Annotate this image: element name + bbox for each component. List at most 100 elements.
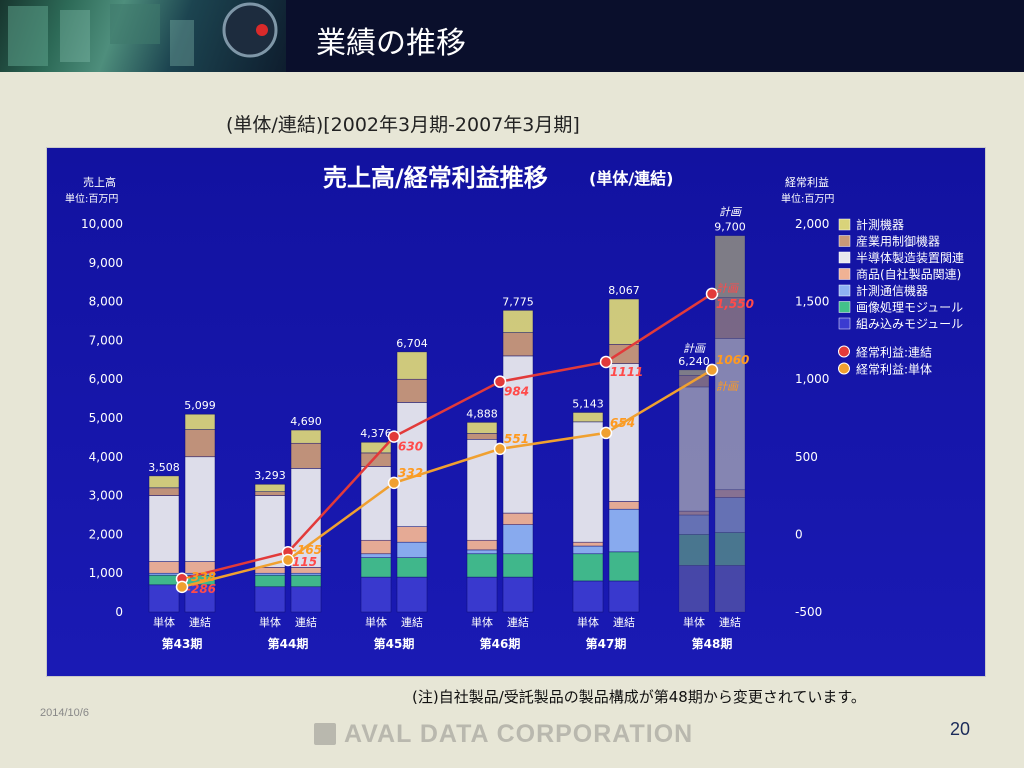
- bar-segment: [184, 584, 216, 613]
- profit-point: [175, 580, 189, 594]
- bar-segment: [148, 475, 180, 489]
- bar-total-label: 4,888: [466, 407, 498, 420]
- left-tick-label: 0: [115, 605, 123, 619]
- bar-segment: [396, 351, 428, 380]
- bar-segment: [572, 412, 604, 423]
- chart-frame: 売上高/経常利益推移 (単体/連結) 売上高 単位:百万円 経常利益 単位:百万…: [46, 147, 986, 677]
- chart-subtitle: (単体/連結)[2002年3月期-2007年3月期]: [226, 114, 580, 136]
- profit-value-label: 984: [504, 385, 529, 399]
- bar-segment: [148, 487, 180, 496]
- period-label: 第46期: [480, 636, 521, 651]
- header-photo-graphic: [8, 2, 278, 66]
- chart-title: 売上高/経常利益推移: [323, 164, 548, 192]
- legend-swatch: [838, 268, 851, 280]
- profit-value-label: 654: [610, 416, 635, 430]
- sub-category-label: 単体: [471, 615, 493, 629]
- bar-total-label: 8,067: [608, 284, 640, 297]
- left-tick-label: 6,000: [89, 372, 123, 386]
- bar-segment: [572, 580, 604, 613]
- left-tick-label: 10,000: [81, 217, 123, 231]
- bar-segment: [502, 553, 534, 578]
- bar-segment: [714, 297, 746, 339]
- plan-bar-overlay: [679, 369, 709, 612]
- bar-segment: [572, 553, 604, 582]
- profit-value-label: 551: [504, 432, 529, 446]
- bar-segment: [184, 429, 216, 458]
- period-label: 第43期: [162, 636, 203, 651]
- bar-total-label: 5,143: [572, 397, 604, 410]
- period-label: 第44期: [268, 636, 309, 651]
- bar-segment: [148, 584, 180, 613]
- bar-segment: [466, 439, 498, 541]
- bar-segment: [360, 539, 392, 555]
- plan-label: 計画: [683, 342, 707, 355]
- left-tick-label: 1,000: [89, 566, 123, 580]
- header-photo: [0, 0, 286, 72]
- bar-segment: [502, 310, 534, 333]
- right-axis-unit: 単位:百万円: [781, 192, 834, 205]
- legend-item-label: 画像処理モジュール: [856, 301, 963, 315]
- bar-segment: [608, 580, 640, 613]
- profit-value-label: -286: [186, 582, 216, 596]
- legend-line-label: 経常利益:連結: [856, 346, 932, 360]
- bar-segment: [396, 378, 428, 403]
- bar-segment: [148, 561, 180, 574]
- profit-value-label: -165: [292, 543, 322, 557]
- period-label: 第47期: [586, 636, 627, 651]
- plan-label: 計画: [719, 206, 743, 219]
- profit-point: [599, 426, 613, 440]
- left-tick-label: 4,000: [89, 450, 123, 464]
- left-tick-label: 7,000: [89, 333, 123, 347]
- bar-segment: [396, 526, 428, 543]
- legend-item-label: 計測機器: [856, 217, 904, 232]
- bar-segment: [466, 553, 498, 578]
- bar-segment: [572, 545, 604, 555]
- bar-total-label: 4,690: [290, 415, 322, 428]
- profit-point: [493, 375, 507, 388]
- bar-segment: [254, 483, 286, 492]
- bar-segment: [148, 572, 180, 576]
- bar-segment: [360, 576, 392, 613]
- profit-value-label: 1,550: [716, 297, 754, 311]
- profit-point: [493, 442, 507, 456]
- bar-total-label: 3,293: [254, 469, 286, 482]
- bar-segment: [254, 574, 286, 588]
- sales-profit-chart: 売上高/経常利益推移 (単体/連結) 売上高 単位:百万円 経常利益 単位:百万…: [47, 148, 985, 676]
- legend-swatch: [838, 235, 851, 247]
- bar-segment: [184, 413, 216, 430]
- left-axis-label: 売上高: [83, 175, 116, 189]
- page-title: 業績の推移: [316, 26, 466, 61]
- left-tick-label: 8,000: [89, 295, 123, 309]
- legend-swatch: [838, 317, 851, 330]
- bar-segment: [572, 541, 604, 547]
- legend-swatch: [838, 218, 851, 231]
- profit-plan-label: 計画: [716, 380, 740, 393]
- sub-category-label: 連結: [295, 615, 317, 629]
- bar-segment: [290, 572, 322, 576]
- legend-item-label: 産業用制御機器: [856, 234, 940, 249]
- logo-text: AVAL DATA CORPORATION: [344, 719, 694, 748]
- right-tick-label: 2,000: [795, 217, 829, 231]
- bar-segment: [290, 574, 322, 588]
- bar-segment: [608, 298, 640, 345]
- legend-swatch: [838, 251, 851, 264]
- bar-segment: [572, 421, 604, 543]
- left-tick-label: 2,000: [89, 527, 123, 541]
- profit-value-label: 630: [398, 440, 423, 454]
- sub-category-label: 連結: [507, 615, 529, 629]
- bar-total-label: 6,240: [678, 355, 710, 368]
- legend-line-marker: [838, 362, 850, 375]
- bar-total-label: 6,704: [396, 337, 428, 350]
- bar-total-label: 4,376: [360, 427, 392, 440]
- bar-segment: [290, 586, 322, 613]
- bar-segment: [396, 541, 428, 558]
- legend-item-label: 半導体製造装置関連: [856, 251, 964, 265]
- bar-segment: [254, 572, 286, 576]
- bar-segment: [502, 332, 534, 357]
- bar-segment: [184, 456, 216, 562]
- right-tick-label: 1,500: [795, 295, 829, 309]
- profit-plan-label: 計画: [716, 282, 740, 295]
- bar-segment: [608, 551, 640, 582]
- bar-segment: [360, 557, 392, 578]
